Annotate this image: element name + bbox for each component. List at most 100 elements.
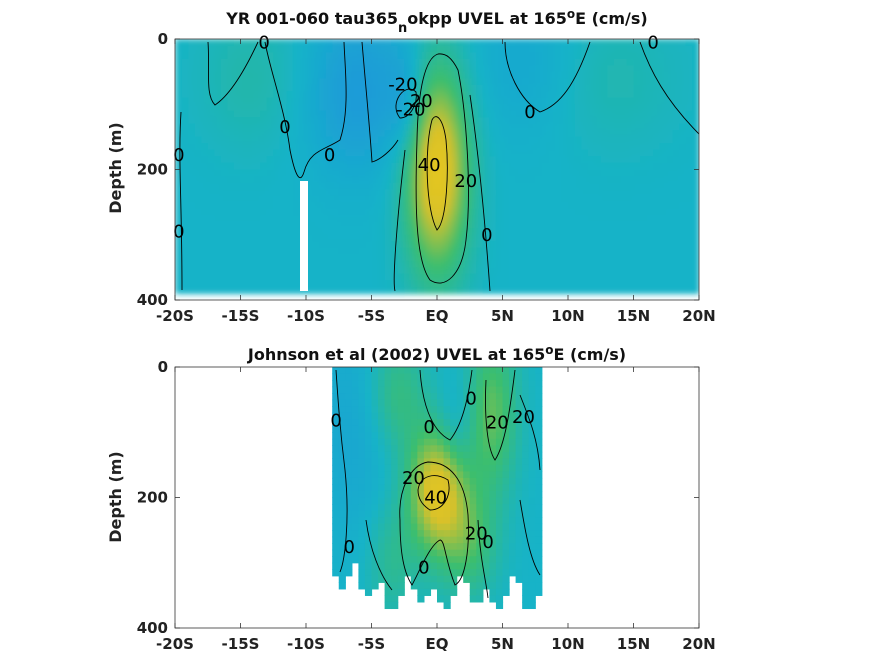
field-cell — [260, 84, 268, 92]
field-cell — [443, 510, 451, 518]
field-cell — [430, 117, 438, 125]
contour-neg20 — [395, 88, 417, 119]
field-cell — [397, 399, 405, 407]
field-cell — [535, 432, 543, 440]
field-cell — [581, 123, 589, 131]
field-cell — [450, 497, 458, 505]
field-cell — [646, 143, 654, 151]
field-cell — [522, 215, 530, 223]
field-cell — [423, 71, 432, 79]
field-cell — [181, 195, 189, 203]
field-cell — [469, 412, 477, 420]
field-cell — [626, 182, 635, 190]
field-cell — [528, 202, 536, 210]
field-cell — [469, 169, 477, 177]
field-cell — [502, 215, 510, 223]
field-cell — [600, 260, 608, 268]
field-cell — [404, 373, 412, 381]
field-cell — [626, 189, 635, 197]
field-cell — [482, 254, 490, 262]
field-cell — [247, 130, 255, 138]
field-cell — [266, 136, 274, 145]
field-cell — [594, 189, 602, 197]
field-cell — [646, 273, 654, 282]
field-cell — [214, 130, 222, 138]
field-cell — [397, 156, 405, 164]
field-cell — [541, 136, 549, 145]
field-cell — [535, 247, 543, 255]
field-cell — [450, 182, 458, 190]
field-cell — [548, 45, 556, 53]
field-cell — [201, 280, 209, 288]
field-cell — [319, 247, 327, 255]
field-cell — [509, 110, 517, 118]
field-cell — [364, 399, 373, 407]
field-cell — [581, 260, 589, 268]
field-cell — [410, 234, 418, 242]
field-cell — [568, 215, 576, 223]
field-cell — [659, 117, 667, 125]
field-cell — [535, 221, 543, 229]
field-cell — [194, 202, 202, 210]
field-cell — [371, 445, 379, 453]
field-cell — [502, 490, 510, 499]
field-cell — [541, 182, 549, 190]
field-cell — [279, 195, 287, 203]
field-cell — [522, 373, 530, 381]
field-cell — [417, 523, 425, 531]
field-cell — [535, 484, 543, 492]
field-cell — [325, 189, 333, 197]
field-cell — [233, 65, 242, 73]
field-cell — [207, 182, 215, 190]
field-cell — [594, 52, 602, 60]
field-cell — [227, 110, 235, 118]
field-cell — [384, 588, 392, 596]
field-cell — [220, 84, 228, 92]
field-cell — [515, 530, 523, 538]
field-cell — [181, 169, 189, 177]
field-cell — [633, 97, 641, 105]
field-cell — [292, 52, 301, 60]
field-cell — [345, 71, 353, 79]
field-cell — [535, 471, 543, 479]
field-cell — [351, 149, 359, 158]
field-cell — [522, 562, 530, 570]
field-cell — [240, 130, 248, 138]
field-cell — [633, 136, 641, 145]
field-cell — [515, 286, 523, 295]
field-cell — [653, 241, 661, 249]
field-cell — [685, 162, 694, 171]
field-cell — [535, 490, 543, 499]
field-cell — [489, 367, 497, 375]
field-cell — [371, 569, 379, 577]
field-cell — [351, 504, 359, 512]
field-cell — [345, 123, 353, 131]
field-cell — [233, 215, 242, 223]
field-cell — [515, 52, 523, 60]
field-cell — [214, 97, 222, 105]
field-cell — [306, 149, 314, 158]
field-cell — [469, 497, 477, 505]
field-cell — [463, 510, 471, 518]
field-cell — [482, 438, 490, 446]
field-cell — [410, 504, 418, 512]
field-cell — [351, 104, 359, 112]
field-cell — [679, 221, 687, 229]
field-cell — [600, 182, 608, 190]
field-cell — [476, 517, 484, 525]
field-cell — [653, 234, 661, 242]
field-cell — [456, 464, 464, 472]
field-cell — [358, 471, 366, 479]
field-cell — [495, 393, 504, 401]
field-cell — [378, 162, 386, 171]
field-cell — [410, 202, 418, 210]
field-cell — [378, 556, 386, 564]
field-cell — [495, 373, 504, 381]
field-cell — [600, 215, 608, 223]
field-cell — [443, 380, 451, 388]
field-cell — [371, 393, 379, 401]
field-cell — [384, 464, 392, 472]
field-cell — [273, 110, 281, 118]
field-cell — [692, 195, 699, 203]
field-cell — [443, 208, 451, 216]
